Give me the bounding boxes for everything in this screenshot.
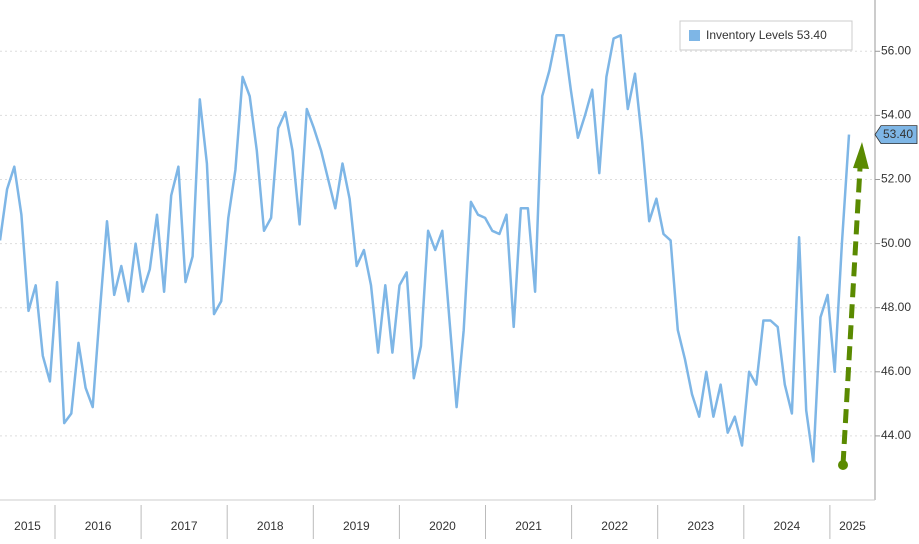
last-value-label: 53.40 — [883, 127, 913, 141]
legend — [679, 20, 853, 51]
x-tick-label: 2016 — [85, 519, 112, 533]
x-tick-label: 2018 — [257, 519, 284, 533]
legend-swatch — [689, 30, 700, 41]
legend-label: Inventory Levels 53.40 — [706, 28, 827, 42]
x-tick-label: 2022 — [601, 519, 628, 533]
x-tick-label: 2024 — [773, 519, 800, 533]
x-tick-label: 2015 — [14, 519, 41, 533]
x-tick-label: 2020 — [429, 519, 456, 533]
x-tick-label: 2023 — [687, 519, 714, 533]
y-tick-label: 52.00 — [881, 172, 911, 186]
y-tick-label: 48.00 — [881, 300, 911, 314]
x-tick-label: 2019 — [343, 519, 370, 533]
last-value-tag — [874, 125, 918, 145]
x-tick-label: 2017 — [171, 519, 198, 533]
arrow-head — [853, 142, 869, 169]
arrow-shaft — [840, 167, 863, 466]
legend-value: 53.40 — [797, 28, 827, 42]
y-tick-label: 50.00 — [881, 236, 911, 250]
y-tick-label: 56.00 — [881, 43, 911, 57]
annotation-arrow — [838, 142, 869, 470]
y-tick-label: 54.00 — [881, 108, 911, 122]
x-tick-label: 2021 — [515, 519, 542, 533]
arrow-tail — [838, 460, 848, 470]
data-line — [0, 34, 851, 463]
x-tick-label: 2025 — [839, 519, 866, 533]
y-tick-label: 46.00 — [881, 364, 911, 378]
legend-name: Inventory Levels — [706, 28, 793, 42]
y-tick-label: 44.00 — [881, 428, 911, 442]
